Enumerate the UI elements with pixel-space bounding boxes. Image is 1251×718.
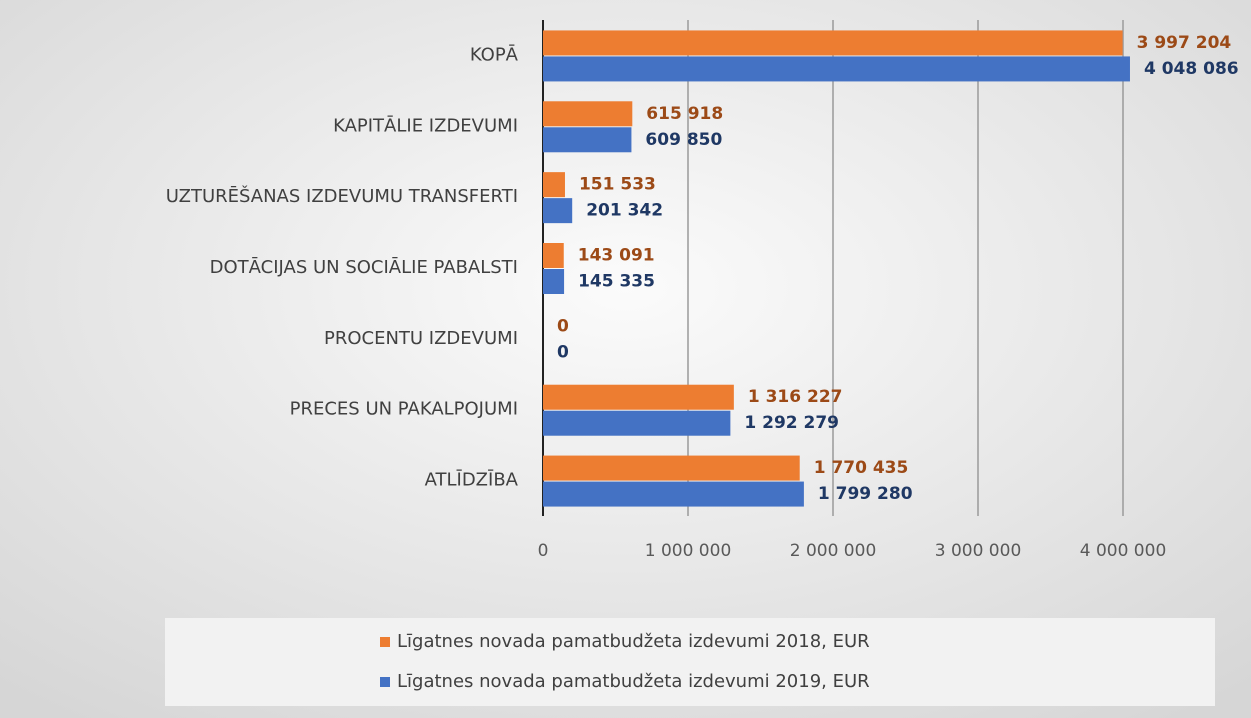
y-tick-label: DOTĀCIJAS UN SOCIĀLIE PABALSTI xyxy=(210,256,518,278)
y-tick-label: PRECES UN PAKALPOJUMI xyxy=(290,399,518,420)
legend-swatch xyxy=(380,637,390,647)
data-label: 201 342 xyxy=(586,201,663,221)
data-label: 143 091 xyxy=(578,246,655,266)
data-label: 4 048 086 xyxy=(1144,59,1239,79)
bar xyxy=(543,56,1130,82)
legend-label: Līgatnes novada pamatbudžeta izdevumi 20… xyxy=(397,631,870,652)
legend-swatch xyxy=(380,677,390,687)
bar xyxy=(543,127,632,153)
y-tick-label: KOPĀ xyxy=(470,43,519,65)
x-tick-label: 3 000 000 xyxy=(935,541,1022,561)
data-label: 0 xyxy=(557,316,569,336)
data-label: 1 770 435 xyxy=(814,458,909,478)
data-label: 609 850 xyxy=(645,130,722,150)
data-label: 1 292 279 xyxy=(744,413,839,433)
y-tick-label: PROCENTU IZDEVUMI xyxy=(324,328,518,349)
bar xyxy=(543,101,633,127)
legend-box xyxy=(165,618,1215,706)
bar xyxy=(543,481,804,507)
bar xyxy=(543,172,565,198)
data-label: 151 533 xyxy=(579,175,656,195)
bar xyxy=(543,384,734,410)
data-label: 615 918 xyxy=(646,104,723,124)
x-tick-label: 1 000 000 xyxy=(645,541,732,561)
x-tick-label: 2 000 000 xyxy=(790,541,877,561)
legend-label: Līgatnes novada pamatbudžeta izdevumi 20… xyxy=(397,671,870,692)
x-tick-label: 4 000 000 xyxy=(1080,541,1167,561)
data-label: 1 799 280 xyxy=(818,484,913,504)
bar xyxy=(543,198,573,224)
x-tick-label: 0 xyxy=(538,541,549,561)
y-tick-label: UZTURĒŠANAS IZDEVUMU TRANSFERTI xyxy=(166,185,518,207)
y-tick-label: ATLĪDZĪBA xyxy=(425,469,519,491)
bar xyxy=(543,30,1123,56)
data-label: 0 xyxy=(557,342,569,362)
data-label: 145 335 xyxy=(578,272,655,292)
bar xyxy=(543,455,800,481)
data-label: 1 316 227 xyxy=(748,387,843,407)
data-label: 3 997 204 xyxy=(1137,33,1232,53)
bar xyxy=(543,269,565,294)
y-tick-label: KAPITĀLIE IZDEVUMI xyxy=(333,114,518,136)
bar xyxy=(543,243,564,268)
bar xyxy=(543,410,731,436)
